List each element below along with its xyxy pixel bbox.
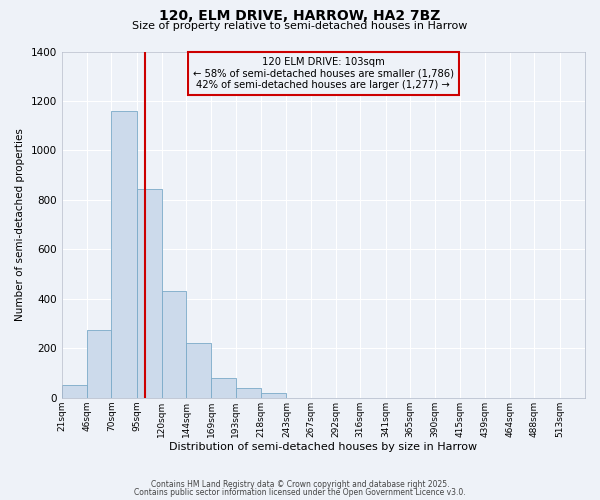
Bar [261, 393, 286, 398]
Bar [62, 386, 87, 398]
Bar [87, 330, 111, 398]
Text: Contains public sector information licensed under the Open Government Licence v3: Contains public sector information licen… [134, 488, 466, 497]
Bar [186, 344, 211, 398]
Bar [236, 388, 261, 398]
Bar [162, 292, 186, 398]
Text: Contains HM Land Registry data © Crown copyright and database right 2025.: Contains HM Land Registry data © Crown c… [151, 480, 449, 489]
Bar [211, 378, 236, 398]
Text: 120, ELM DRIVE, HARROW, HA2 7BZ: 120, ELM DRIVE, HARROW, HA2 7BZ [160, 9, 440, 23]
Bar [137, 189, 162, 398]
Text: Size of property relative to semi-detached houses in Harrow: Size of property relative to semi-detach… [133, 21, 467, 31]
Text: 120 ELM DRIVE: 103sqm
← 58% of semi-detached houses are smaller (1,786)
42% of s: 120 ELM DRIVE: 103sqm ← 58% of semi-deta… [193, 56, 454, 90]
Y-axis label: Number of semi-detached properties: Number of semi-detached properties [15, 128, 25, 321]
Bar [111, 111, 137, 398]
X-axis label: Distribution of semi-detached houses by size in Harrow: Distribution of semi-detached houses by … [169, 442, 478, 452]
